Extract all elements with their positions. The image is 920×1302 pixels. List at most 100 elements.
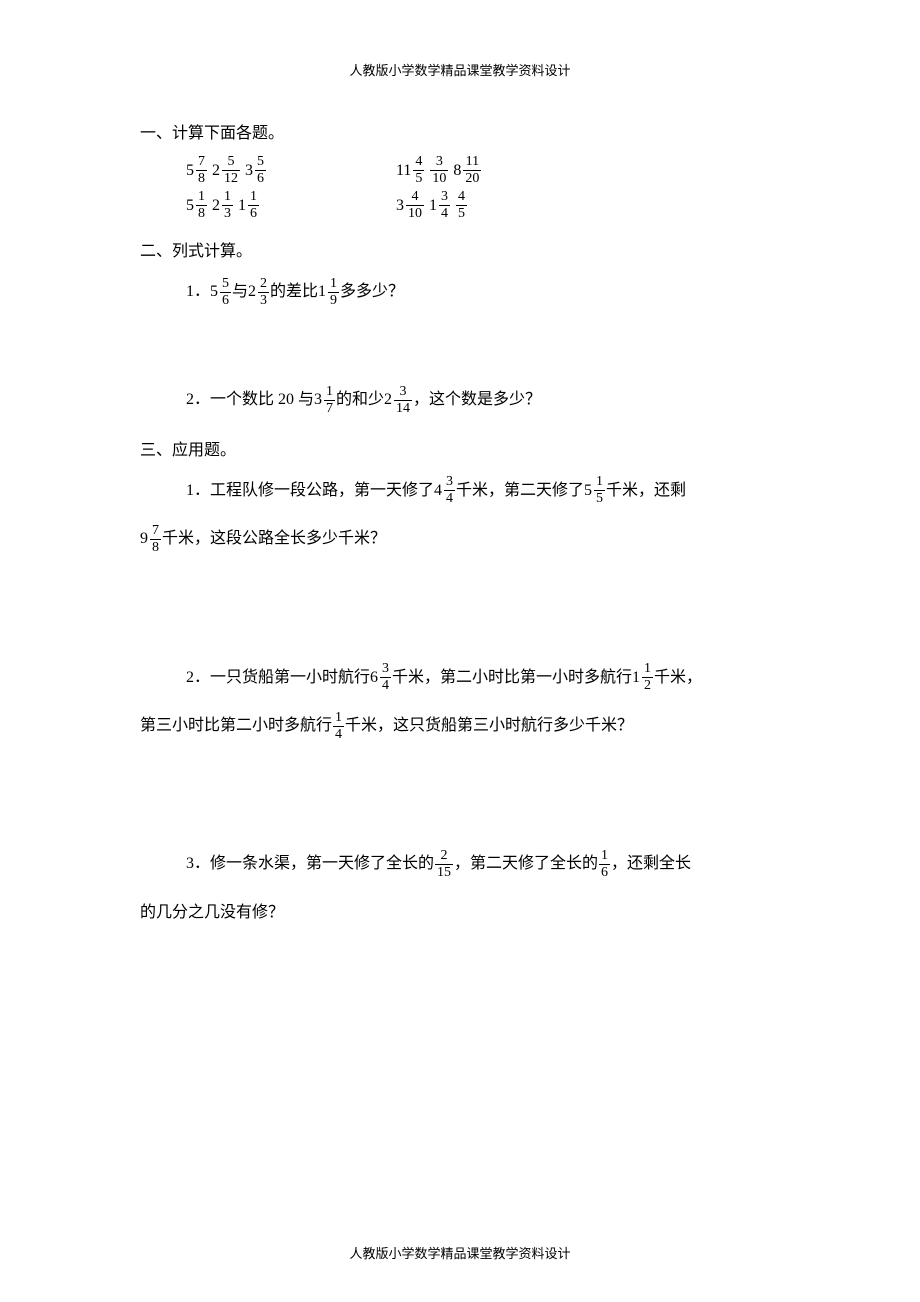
expr3-b-num: 1	[222, 190, 233, 205]
s2-problem-2: 2．一个数比 20 与 317 的和少 2314 ，这个数是多少？	[186, 381, 780, 419]
expr1-a-whole: 5	[186, 162, 194, 180]
expr2-c-num: 11	[464, 155, 481, 170]
expr4-c-den: 5	[456, 205, 467, 221]
s2p1-b-num: 2	[258, 277, 269, 292]
s3p1-label: 1．工程队修一段公路，第一天修了	[186, 472, 434, 510]
s2p1-a-num: 5	[220, 277, 231, 292]
expr3-b-whole: 2	[212, 197, 220, 215]
s3p2-b-whole: 1	[632, 659, 640, 697]
expr4-a-whole: 3	[396, 197, 404, 215]
s3p2-label: 2．一只货船第一小时航行	[186, 659, 370, 697]
expr1-b-whole: 2	[212, 162, 220, 180]
expr4-c-num: 4	[456, 190, 467, 205]
s3p3-tail: 的几分之几没有修？	[140, 894, 284, 932]
s3p3-b-num: 1	[599, 849, 610, 864]
expr3-a-num: 1	[196, 190, 207, 205]
s3p2-b-num: 1	[642, 662, 653, 677]
expr4-b-whole: 1	[429, 197, 437, 215]
expr3-c-den: 6	[248, 205, 259, 221]
calc-row-2: 518 213 116 3410 134 45	[186, 190, 780, 221]
s3p1-c-num: 7	[150, 524, 161, 539]
s3-problem-2: 2．一只货船第一小时航行 634 千米，第二小时比第一小时多航行 112 千米，	[186, 659, 780, 697]
s3p2-a-whole: 6	[370, 659, 378, 697]
s3-problem-2-cont: 第三小时比第二小时多航行 14 千米，这只货船第三小时航行多少千米？	[140, 707, 780, 745]
s3p1-c-whole: 9	[140, 520, 148, 558]
expr3-c-whole: 1	[238, 197, 246, 215]
s3p1-b-whole: 5	[584, 472, 592, 510]
s2p1-tail: 多多少？	[340, 273, 404, 311]
s2p1-c-whole: 1	[318, 273, 326, 311]
expr3-b-den: 3	[222, 205, 233, 221]
expr3-a-whole: 5	[186, 197, 194, 215]
s3p2-mid2: 千米，	[654, 659, 702, 697]
expr4-a-den: 10	[406, 205, 424, 221]
page-header: 人教版小学数学精品课堂教学资料设计	[140, 60, 780, 79]
s3p3-mid2: ，还剩全长	[611, 845, 691, 883]
s2p1-label: 1．	[186, 273, 210, 311]
s3p1-mid2: 千米，还剩	[606, 472, 686, 510]
s3p2-a-den: 4	[380, 677, 391, 693]
s3-problem-1: 1．工程队修一段公路，第一天修了 434 千米，第二天修了 515 千米，还剩	[186, 472, 780, 510]
s3p2-c-num: 1	[333, 711, 344, 726]
expr3-c-num: 1	[248, 190, 259, 205]
expr-2: 1145 310 81120	[396, 155, 482, 186]
s3p1-b-num: 1	[594, 475, 605, 490]
expr2-b-den: 10	[430, 170, 448, 186]
s2p1-mid1: 与	[232, 273, 248, 311]
s2p2-b-num: 3	[398, 385, 409, 400]
s2p2-a-num: 1	[324, 385, 335, 400]
s3p2-a-num: 3	[380, 662, 391, 677]
calc-row-1: 578 2512 356 1145 310 81120	[186, 155, 780, 186]
expr4-b-den: 4	[439, 205, 450, 221]
expr1-b-den: 12	[222, 170, 240, 186]
expr2-a-den: 5	[413, 170, 424, 186]
s2p2-b-den: 14	[394, 400, 412, 416]
s3p1-a-whole: 4	[434, 472, 442, 510]
s3p1-a-den: 4	[444, 490, 455, 506]
s2p2-tail: ，这个数是多少？	[413, 381, 541, 419]
expr1-a-den: 8	[196, 170, 207, 186]
s3p1-c-den: 8	[150, 539, 161, 555]
expr1-c-num: 5	[255, 155, 266, 170]
expr2-c-den: 20	[463, 170, 481, 186]
expr-3: 518 213 116	[186, 190, 396, 221]
section-1-title: 一、计算下面各题。	[140, 119, 780, 143]
expr-4: 3410 134 45	[396, 190, 468, 221]
s2p1-mid2: 的差比	[270, 273, 318, 311]
s3p3-b-den: 6	[599, 864, 610, 880]
s2p1-a-whole: 5	[210, 273, 218, 311]
section-3-title: 三、应用题。	[140, 436, 780, 460]
expr1-b-num: 5	[226, 155, 237, 170]
s2p1-b-whole: 2	[248, 273, 256, 311]
s2p1-b-den: 3	[258, 292, 269, 308]
s2-problem-1: 1． 556 与 223 的差比 119 多多少？	[186, 273, 780, 311]
s3p1-b-den: 5	[594, 490, 605, 506]
page-footer: 人教版小学数学精品课堂教学资料设计	[0, 1243, 920, 1262]
s3p2-c-den: 4	[333, 726, 344, 742]
expr2-a-num: 4	[413, 155, 424, 170]
s2p1-a-den: 6	[220, 292, 231, 308]
s3p1-tail: 千米，这段公路全长多少千米？	[162, 520, 386, 558]
expr2-c-whole: 8	[453, 162, 461, 180]
expr3-a-den: 8	[196, 205, 207, 221]
s3p2-line2a: 第三小时比第二小时多航行	[140, 707, 332, 745]
expr-1: 578 2512 356	[186, 155, 396, 186]
s3p3-a-den: 15	[435, 864, 453, 880]
expr2-b-num: 3	[434, 155, 445, 170]
s3-problem-3: 3．修一条水渠，第一天修了全长的 215 ，第二天修了全长的 16 ，还剩全长	[186, 845, 780, 883]
s3p3-label: 3．修一条水渠，第一天修了全长的	[186, 845, 434, 883]
expr4-b-num: 3	[439, 190, 450, 205]
s3p3-a-num: 2	[439, 849, 450, 864]
s2p2-a-den: 7	[324, 400, 335, 416]
s3p3-mid1: ，第二天修了全长的	[454, 845, 598, 883]
expr1-c-whole: 3	[245, 162, 253, 180]
s2p2-label: 2．一个数比 20 与	[186, 381, 314, 419]
s3p1-mid1: 千米，第二天修了	[456, 472, 584, 510]
s3-problem-1-cont: 978 千米，这段公路全长多少千米？	[140, 520, 780, 558]
s3p2-mid1: 千米，第二小时比第一小时多航行	[392, 659, 632, 697]
s2p1-c-num: 1	[328, 277, 339, 292]
s2p2-mid1: 的和少	[336, 381, 384, 419]
expr1-a-num: 7	[196, 155, 207, 170]
expr4-a-num: 4	[410, 190, 421, 205]
expr1-c-den: 6	[255, 170, 266, 186]
